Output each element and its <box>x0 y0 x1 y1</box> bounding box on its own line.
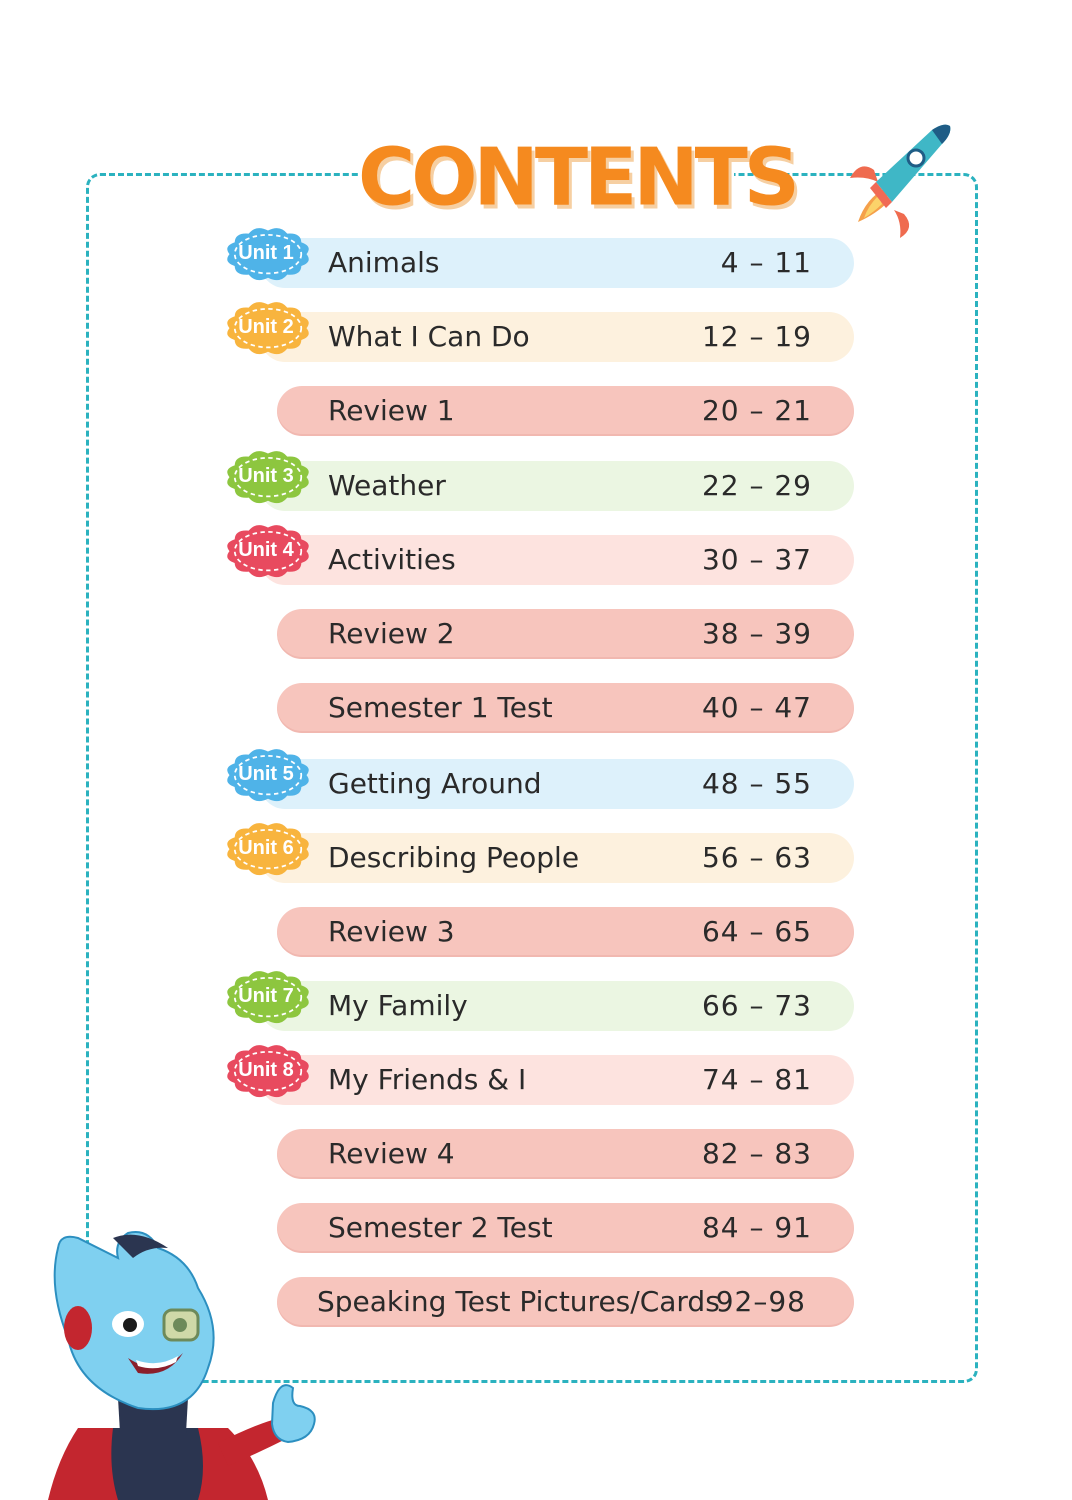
entry-pages: 84 – 91 <box>701 1211 812 1244</box>
unit-badge: Unit 5 <box>218 741 318 807</box>
entry-pages: 92–98 <box>715 1285 806 1318</box>
entry-pages: 12 – 19 <box>701 320 812 353</box>
review-row[interactable]: Semester 2 Test 84 – 91 <box>277 1203 854 1253</box>
unit-badge-label: Unit 1 <box>238 242 294 264</box>
entry-title: Describing People <box>328 841 580 874</box>
entry-title: Speaking Test Pictures/Cards <box>317 1285 720 1318</box>
entry-title: Getting Around <box>328 767 542 800</box>
unit-row[interactable]: Getting Around 48 – 55 <box>260 759 854 809</box>
entry-pages: 30 – 37 <box>701 543 812 576</box>
entry-pages: 56 – 63 <box>701 841 812 874</box>
unit-badge-label: Unit 5 <box>238 763 294 785</box>
entry-title: Weather <box>328 469 446 502</box>
entry-title: Review 1 <box>328 394 455 427</box>
entry-pages: 4 – 11 <box>720 246 812 279</box>
entry-pages: 20 – 21 <box>701 394 812 427</box>
cloud-badge-icon <box>227 525 309 578</box>
entry-title: Review 4 <box>328 1137 455 1170</box>
entry-title: Review 2 <box>328 617 455 650</box>
cloud-badge-icon <box>227 749 309 802</box>
entry-pages: 22 – 29 <box>701 469 812 502</box>
title-area: CONTENTS <box>358 130 800 230</box>
entry-pages: 64 – 65 <box>701 915 812 948</box>
cloud-badge-icon <box>227 302 309 355</box>
unit-row[interactable]: Activities 30 – 37 <box>260 535 854 585</box>
unit-badge-label: Unit 2 <box>238 316 294 338</box>
entry-pages: 74 – 81 <box>701 1063 812 1096</box>
alien-mascot-icon <box>48 1231 316 1500</box>
cloud-badge-icon <box>227 228 309 281</box>
entry-title: Activities <box>328 543 456 576</box>
unit-row[interactable]: Animals 4 – 11 <box>260 238 854 288</box>
review-row[interactable]: Semester 1 Test 40 – 47 <box>277 683 854 733</box>
review-row[interactable]: Review 4 82 – 83 <box>277 1129 854 1179</box>
review-row[interactable]: Speaking Test Pictures/Cards 92–98 <box>277 1277 854 1327</box>
unit-badge-label: Unit 6 <box>238 837 294 859</box>
unit-badge: Unit 6 <box>218 815 318 881</box>
unit-badge-label: Unit 8 <box>238 1059 294 1081</box>
review-row[interactable]: Review 1 20 – 21 <box>277 386 854 436</box>
unit-row[interactable]: My Family 66 – 73 <box>260 981 854 1031</box>
entry-title: Semester 2 Test <box>328 1211 553 1244</box>
unit-row[interactable]: Describing People 56 – 63 <box>260 833 854 883</box>
unit-badge: Unit 4 <box>218 517 318 583</box>
unit-row[interactable]: What I Can Do 12 – 19 <box>260 312 854 362</box>
cloud-badge-icon <box>227 1045 309 1098</box>
page-title: CONTENTS <box>358 132 800 224</box>
unit-badge: Unit 7 <box>218 963 318 1029</box>
cloud-badge-icon <box>227 823 309 876</box>
entry-title: Review 3 <box>328 915 455 948</box>
entry-title: Semester 1 Test <box>328 691 553 724</box>
review-row[interactable]: Review 2 38 – 39 <box>277 609 854 659</box>
entry-title: What I Can Do <box>328 320 530 353</box>
unit-badge: Unit 1 <box>218 220 318 286</box>
entry-pages: 66 – 73 <box>701 989 812 1022</box>
unit-badge-label: Unit 7 <box>238 985 294 1007</box>
entry-pages: 48 – 55 <box>701 767 812 800</box>
entry-title: My Friends & I <box>328 1063 527 1096</box>
unit-badge: Unit 3 <box>218 443 318 509</box>
unit-row[interactable]: My Friends & I 74 – 81 <box>260 1055 854 1105</box>
unit-badge: Unit 2 <box>218 294 318 360</box>
unit-badge: Unit 8 <box>218 1037 318 1103</box>
cloud-badge-icon <box>227 451 309 504</box>
unit-badge-label: Unit 3 <box>238 465 294 487</box>
rocket-icon <box>850 124 951 238</box>
review-row[interactable]: Review 3 64 – 65 <box>277 907 854 957</box>
entry-title: Animals <box>328 246 440 279</box>
entry-pages: 38 – 39 <box>701 617 812 650</box>
entry-pages: 40 – 47 <box>701 691 812 724</box>
unit-badge-label: Unit 4 <box>238 539 294 561</box>
cloud-badge-icon <box>227 971 309 1024</box>
entry-title: My Family <box>328 989 468 1022</box>
entry-pages: 82 – 83 <box>701 1137 812 1170</box>
unit-row[interactable]: Weather 22 – 29 <box>260 461 854 511</box>
